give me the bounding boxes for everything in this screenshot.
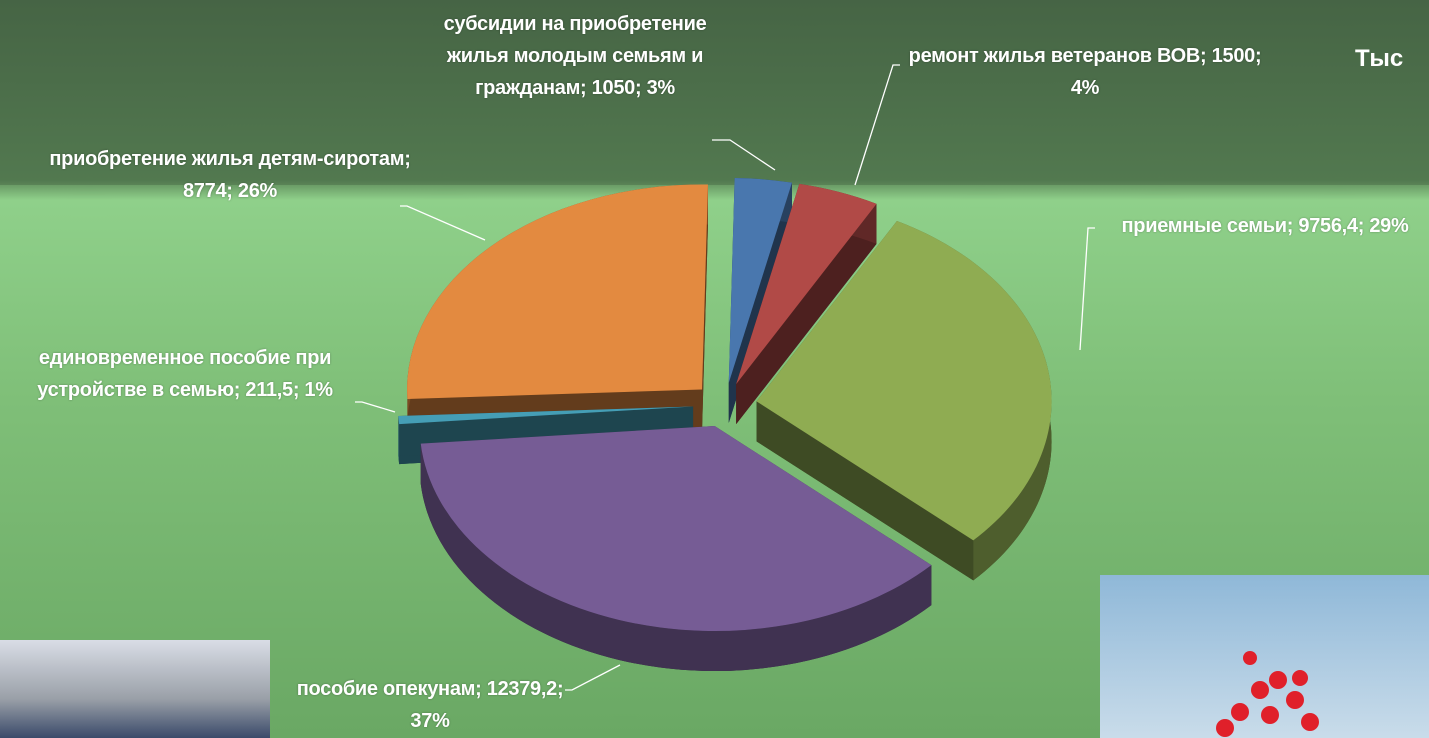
data-label: пособие опекунам; 12379,2; 37%	[296, 678, 564, 732]
slice	[736, 183, 877, 385]
data-label: субсидии на приобретение жилья молодым с…	[443, 13, 707, 99]
data-label: приемные семьи; 9756,4; 29%	[1121, 215, 1409, 237]
slice	[728, 177, 792, 383]
data-label: приобретение жилья детям-сиротам; 8774; …	[49, 148, 411, 202]
slice	[407, 184, 708, 400]
slice-face	[702, 184, 708, 430]
slice	[420, 426, 932, 632]
slice-side	[398, 415, 400, 465]
dark-band	[0, 0, 1429, 185]
photo-left	[0, 640, 270, 738]
leader-lines	[355, 64, 1095, 691]
slice-face	[756, 401, 974, 581]
corner-text: Тыс	[1355, 45, 1404, 72]
data-label: единовременное пособие при устройстве в …	[37, 347, 333, 401]
data-label: ремонт жилья ветеранов ВОВ; 1500; 4%	[908, 45, 1262, 99]
balloons	[1216, 651, 1319, 737]
slice-side	[420, 443, 932, 672]
slice-face	[736, 203, 877, 425]
slice	[398, 406, 694, 425]
slice	[756, 221, 1052, 541]
